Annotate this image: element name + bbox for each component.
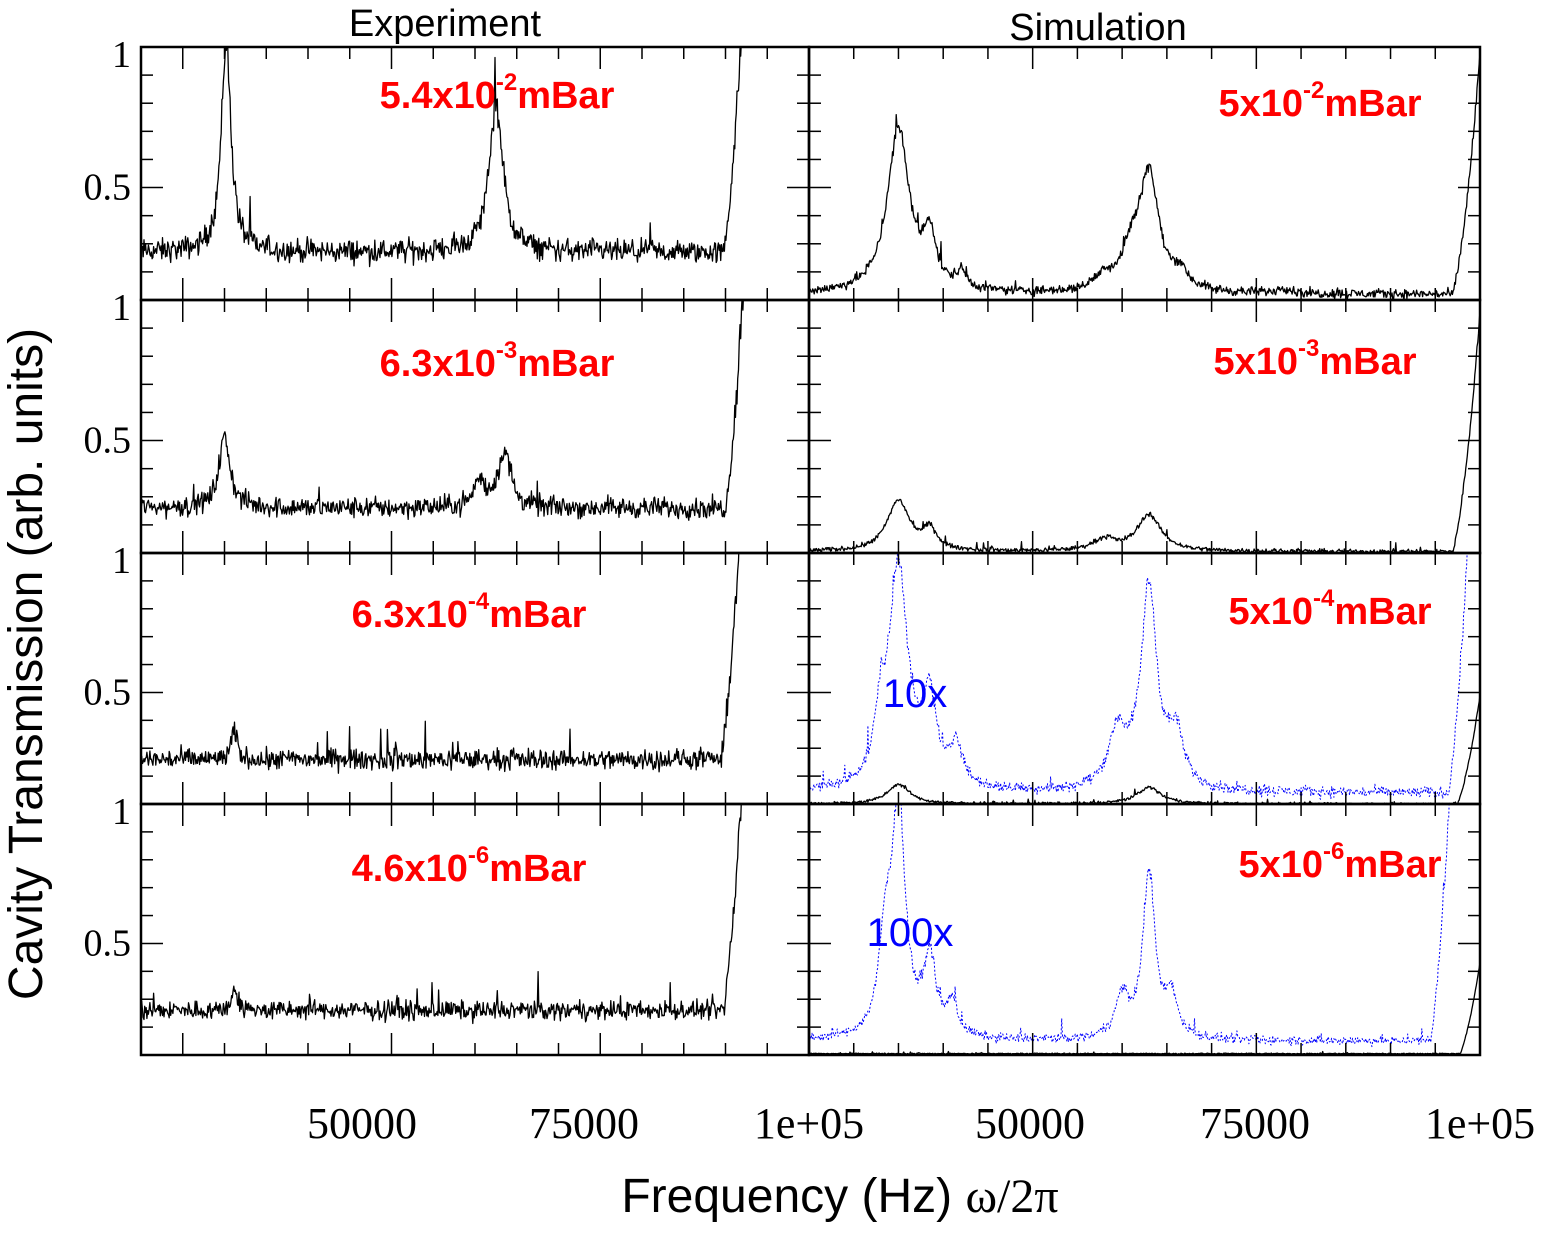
pressure-unit: mBar xyxy=(489,594,586,636)
y-tick-label: 0.5 xyxy=(84,167,132,209)
x-tick-label: 1e+05 xyxy=(1425,1099,1535,1148)
x-tick-label: 75000 xyxy=(1200,1099,1310,1148)
pressure-exponent: -2 xyxy=(1303,77,1324,104)
x-axis-label-text: Frequency (Hz) xyxy=(621,1170,952,1223)
pressure-label: 6.3x10-4mBar xyxy=(352,588,587,636)
panel-exp-4: 0.5 1 4.6x10-6mBar xyxy=(84,791,811,1057)
pressure-unit: mBar xyxy=(1324,83,1421,125)
pressure-base: 5x10 xyxy=(1213,341,1298,383)
pressure-base: 5.4x10 xyxy=(380,75,496,117)
pressure-base: 5x10 xyxy=(1228,591,1313,633)
panel-frame xyxy=(807,298,1482,555)
series-sim-4-0 xyxy=(809,962,1480,1055)
series-sim-4-1 xyxy=(809,804,1450,1048)
pressure-unit: mBar xyxy=(1344,844,1441,886)
pressure-label: 5x10-3mBar xyxy=(1213,335,1416,383)
pressure-base: 6.3x10 xyxy=(352,594,468,636)
pressure-unit: mBar xyxy=(517,75,614,117)
series-sim-1-0 xyxy=(809,52,1480,300)
panel-exp-1: 0.5 1 5.4x10-2mBar xyxy=(84,34,811,302)
pressure-label: 5.4x10-2mBar xyxy=(380,69,615,117)
pressure-label: 4.6x10-6mBar xyxy=(352,842,587,890)
panel-frame xyxy=(807,802,1482,1057)
pressure-unit: mBar xyxy=(1334,591,1431,633)
x-tick-label: 50000 xyxy=(307,1099,417,1148)
pressure-exponent: -3 xyxy=(496,337,517,364)
pressure-label: 5x10-6mBar xyxy=(1238,838,1441,886)
pressure-unit: mBar xyxy=(517,343,614,385)
pressure-exponent: -6 xyxy=(1323,838,1344,865)
series-exp-4-0 xyxy=(141,804,742,1025)
x-tick-label: 1e+05 xyxy=(754,1099,864,1148)
y-tick-label: 0.5 xyxy=(84,922,132,964)
panel-frame xyxy=(139,298,811,555)
series-exp-1-0 xyxy=(141,47,742,268)
y-tick-label: 0.5 xyxy=(84,420,132,462)
y-tick-label: 1 xyxy=(112,791,131,833)
scale-factor-label: 10x xyxy=(883,672,948,716)
pressure-label: 6.3x10-3mBar xyxy=(380,337,615,385)
pressure-base: 5x10 xyxy=(1238,844,1323,886)
pressure-unit: mBar xyxy=(1319,341,1416,383)
series-exp-2-0 xyxy=(141,300,744,521)
y-axis-label: Cavity Transmission (arb. units) xyxy=(0,328,53,1000)
panel-sim-1: 5x10-2mBar xyxy=(807,45,1482,302)
y-tick-label: 1 xyxy=(112,287,131,329)
series-sim-3-1 xyxy=(809,553,1468,800)
pressure-exponent: -3 xyxy=(1298,335,1319,362)
scale-factor-label: 100x xyxy=(867,911,954,955)
pressure-label: 5x10-4mBar xyxy=(1228,585,1431,633)
pressure-exponent: -6 xyxy=(468,842,489,869)
x-tick-label: 75000 xyxy=(529,1099,639,1148)
y-tick-label: 1 xyxy=(112,540,131,582)
panels-layer: 0.515.4x10-2mBar0.516.3x10-3mBar0.516.3x… xyxy=(84,34,1536,1148)
column-title-experiment: Experiment xyxy=(349,3,542,45)
pressure-base: 5x10 xyxy=(1218,83,1303,125)
x-axis-label: Frequency (Hz) ω/2π xyxy=(621,1170,1058,1223)
panel-exp-3: 0.5 1 6.3x10-4mBar xyxy=(84,540,811,806)
column-title-simulation: Simulation xyxy=(1009,7,1186,49)
panel-sim-2: 5x10-3mBar xyxy=(807,298,1482,555)
y-tick-label: 0.5 xyxy=(84,671,132,713)
pressure-base: 6.3x10 xyxy=(380,343,496,385)
panel-sim-4: 5x10-6mBar 100x xyxy=(807,802,1482,1057)
x-tick-label: 50000 xyxy=(975,1099,1085,1148)
pressure-unit: mBar xyxy=(489,848,586,890)
x-axis-label-omega: ω/2π xyxy=(965,1170,1058,1223)
pressure-label: 5x10-2mBar xyxy=(1218,77,1421,125)
y-tick-label: 1 xyxy=(112,34,131,76)
pressure-exponent: -4 xyxy=(468,588,490,615)
pressure-base: 4.6x10 xyxy=(352,848,468,890)
labels-layer: Experiment Simulation Cavity Transmissio… xyxy=(0,3,1187,1223)
series-exp-3-0 xyxy=(141,553,740,774)
pressure-exponent: -2 xyxy=(496,69,517,96)
pressure-exponent: -4 xyxy=(1313,585,1335,612)
